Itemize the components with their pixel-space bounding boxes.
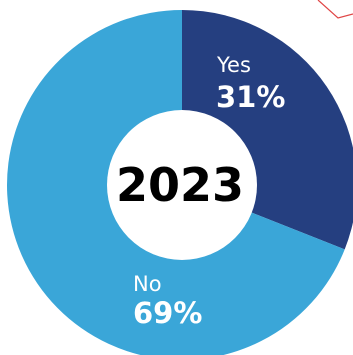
center-hole: [107, 110, 257, 260]
slice-label-yes-name: Yes: [216, 53, 251, 77]
slice-label-no-percent: 69%: [133, 296, 202, 330]
corner-accent-line: [317, 0, 353, 19]
slice-label-yes-percent: 31%: [216, 80, 285, 114]
center-year-label: 2023: [116, 158, 244, 212]
slice-label-no-name: No: [133, 272, 162, 296]
